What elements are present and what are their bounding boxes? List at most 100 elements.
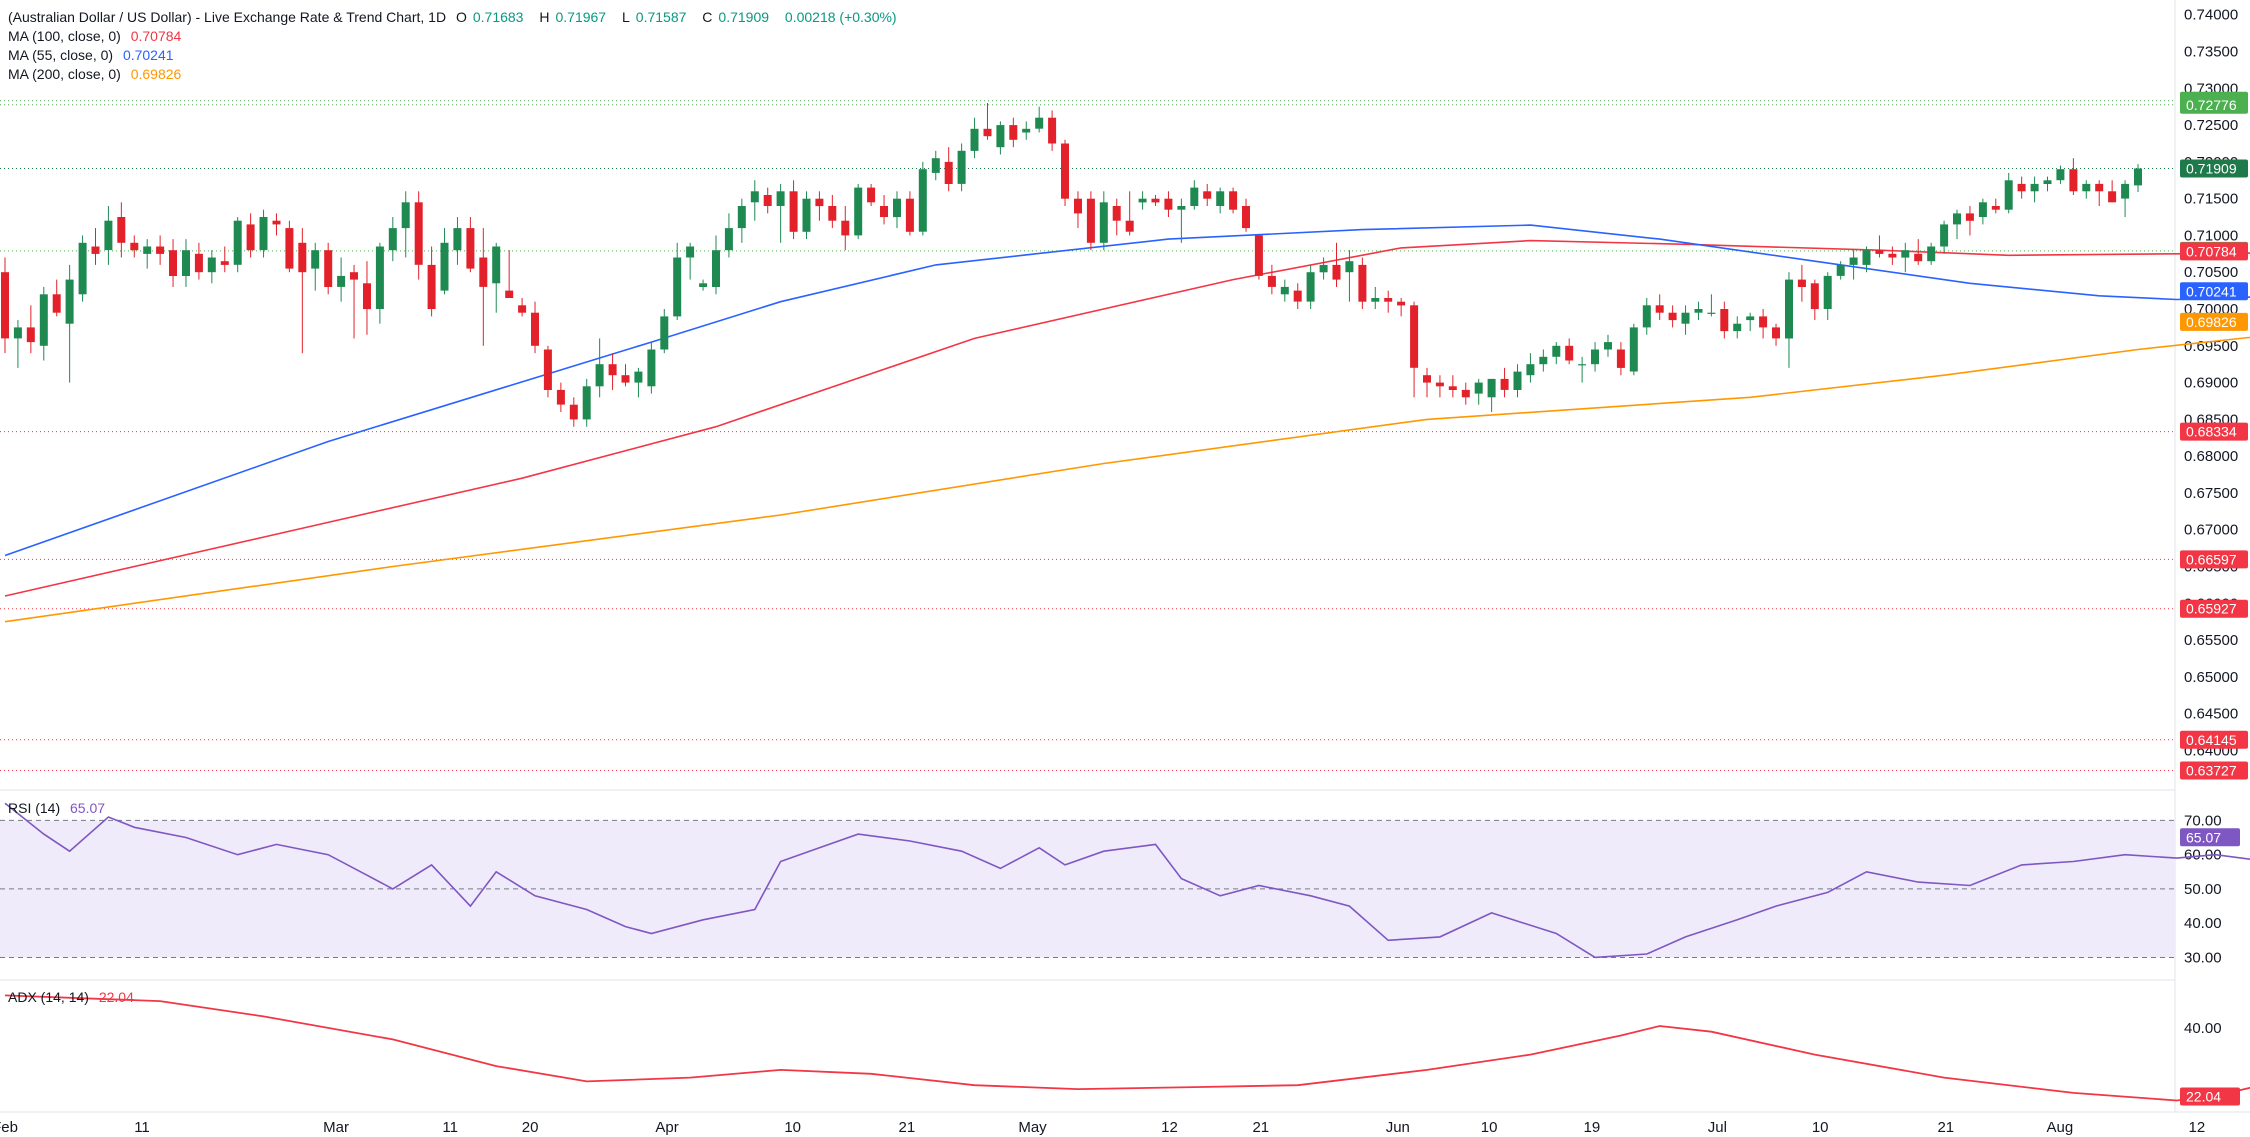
candle-body: [13, 327, 22, 339]
time-tick-label: 19: [1584, 1119, 1601, 1136]
candle-body: [1423, 375, 1431, 383]
candle-body: [996, 125, 1005, 148]
price-label-box: [2180, 95, 2248, 114]
candle-body: [608, 364, 617, 376]
price-label-text: 0.71909: [2186, 161, 2237, 177]
candle-body: [1138, 198, 1147, 203]
candle-body: [1035, 117, 1044, 129]
candle-body: [1810, 283, 1819, 310]
time-tick-label: 21: [1937, 1119, 1954, 1136]
adx-tick-label: 40.00: [2184, 1020, 2222, 1037]
candle-body: [776, 191, 785, 206]
ma200-legend[interactable]: MA (200, close, 0) 0.69826: [8, 65, 187, 83]
adx-line: [4, 994, 2250, 1102]
candle-body: [1927, 246, 1936, 262]
ma55-line: [4, 224, 2250, 557]
candle-body: [2082, 183, 2091, 192]
candle-body: [337, 275, 346, 287]
candle-body: [52, 294, 61, 313]
candle-body: [1319, 264, 1328, 273]
candle-body: [582, 386, 591, 420]
candle-body: [91, 246, 100, 254]
ma100-legend[interactable]: MA (100, close, 0) 0.70784: [8, 27, 187, 45]
candle-body: [854, 187, 863, 236]
candle-body: [1448, 386, 1457, 390]
candle-body: [143, 246, 152, 254]
time-tick-label: 11: [442, 1119, 458, 1136]
ohlc-close: C 0.71909: [702, 9, 770, 25]
candle-body: [1578, 364, 1587, 366]
candle-body: [401, 202, 410, 229]
time-tick-label: 21: [899, 1119, 916, 1136]
candle-body: [880, 206, 888, 217]
candle-body: [1306, 272, 1315, 302]
candle-body: [673, 257, 682, 317]
rsi-value-text: 65.07: [2186, 829, 2221, 845]
price-label-text: 0.63727: [2186, 763, 2237, 779]
rsi-value: 65.07: [70, 800, 106, 816]
candle-body: [1539, 356, 1548, 365]
candle-body: [2069, 169, 2078, 192]
candle-body: [414, 202, 423, 265]
candle-body: [388, 228, 397, 251]
ma200-line: [4, 336, 2250, 623]
candle-body: [789, 191, 798, 232]
candle-body: [1487, 378, 1496, 398]
time-tick-label: 12: [2189, 1119, 2206, 1136]
price-tick-label: 0.71000: [2184, 227, 2238, 244]
candle-body: [182, 250, 190, 276]
ma55-value: 0.70241: [122, 47, 174, 63]
candle-body: [1875, 250, 1884, 254]
candle-body: [1371, 298, 1380, 302]
candle-body: [2030, 183, 2039, 192]
candle-body: [1112, 206, 1121, 221]
rsi-label: RSI (14): [8, 800, 61, 816]
candle-body: [1345, 261, 1354, 273]
price-tick-label: 0.72500: [2184, 117, 2238, 134]
price-tick-label: 0.69500: [2184, 338, 2238, 355]
candle-body: [699, 283, 708, 287]
price-label-box: [2180, 159, 2248, 178]
price-label-text: 0.64145: [2186, 732, 2237, 748]
candle-body: [466, 228, 475, 269]
candle-body: [207, 257, 216, 273]
price-tick-label: 0.64500: [2184, 706, 2238, 723]
candle-body: [169, 250, 177, 276]
time-tick-label: Jul: [1708, 1119, 1727, 1136]
candle-body: [1022, 128, 1031, 133]
candle-body: [1410, 305, 1419, 368]
candle-body: [944, 161, 953, 184]
candle-body: [893, 198, 901, 218]
ma100-line: [4, 239, 2250, 597]
candle-body: [1797, 279, 1806, 287]
price-label-box: [2180, 761, 2248, 780]
candle-body: [1086, 198, 1095, 243]
candle-body: [1267, 275, 1276, 287]
price-tick-label: 0.68000: [2184, 448, 2238, 465]
candle-body: [1151, 198, 1160, 203]
rsi-legend[interactable]: RSI (14) 65.07: [8, 800, 105, 816]
candle-body: [1746, 316, 1755, 321]
candle-body: [1772, 327, 1780, 339]
candle-body: [905, 198, 914, 232]
time-tick-label: 10: [1812, 1119, 1829, 1136]
time-tick-label: Mar: [323, 1119, 349, 1136]
candle-body: [1254, 235, 1263, 276]
candle-body: [1280, 286, 1289, 295]
time-tick-label: 10: [784, 1119, 801, 1136]
candle-body: [1591, 349, 1599, 365]
candle-body: [1720, 309, 1729, 332]
candle-body: [350, 272, 358, 280]
time-tick-label: Apr: [655, 1119, 678, 1136]
candle-body: [1888, 253, 1897, 258]
time-tick-label: 11: [134, 1119, 150, 1136]
candle-body: [1759, 316, 1768, 328]
candle-body: [1616, 349, 1625, 368]
price-label-text: 0.70241: [2186, 283, 2237, 299]
candle-body: [2121, 183, 2130, 199]
price-label-text: 0.70784: [2186, 243, 2237, 259]
ma55-legend[interactable]: MA (55, close, 0) 0.70241: [8, 46, 180, 64]
adx-legend[interactable]: ADX (14, 14) 22.04: [8, 989, 134, 1005]
time-tick-label: Jun: [1386, 1119, 1410, 1136]
